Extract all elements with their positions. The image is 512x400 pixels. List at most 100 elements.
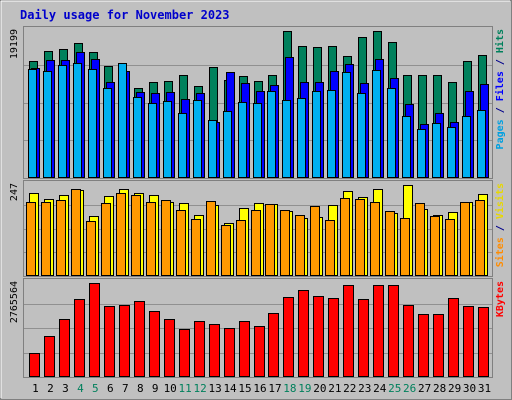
bar-kbytes [239, 321, 250, 377]
bar-sites [116, 193, 126, 276]
x-tick-label: 7 [122, 382, 129, 395]
chart-panels: 19199 Pages / Files / Hits 247 Sites / Visi… [9, 26, 506, 378]
bar-pages [342, 72, 351, 178]
bar-pages [238, 102, 247, 178]
bar-sites [41, 202, 51, 276]
bar-kbytes [478, 307, 489, 377]
x-tick-label: 22 [343, 382, 356, 395]
bar-pages [133, 97, 142, 178]
x-tick-label: 29 [448, 382, 461, 395]
bar-pages [88, 69, 97, 178]
bar-kbytes [358, 299, 369, 377]
x-tick-label: 10 [164, 382, 177, 395]
bar-kbytes [224, 328, 235, 377]
legend-entry: Visits [494, 183, 506, 219]
bar-pages [73, 63, 82, 178]
bar-pages [387, 88, 396, 178]
legend-entry: Pages [495, 119, 506, 149]
bar-sites [251, 210, 261, 276]
x-tick-label: 20 [313, 382, 326, 395]
bar-kbytes [403, 305, 414, 377]
legend-entry: KBytes [495, 281, 506, 317]
bar-kbytes [313, 296, 324, 377]
bar-pages [193, 100, 202, 178]
bar-pages [282, 100, 291, 178]
x-tick-label: 28 [433, 382, 446, 395]
x-tick-label: 26 [403, 382, 416, 395]
x-tick-label: 3 [62, 382, 69, 395]
bar-sites [280, 210, 290, 276]
x-axis-tick-labels: 1 2 3 4 5 6 7 8 9 10 11 12 13 14 15 16 17 18 19 20 21 22 23 24 2… [32, 382, 491, 395]
x-tick-label: 14 [223, 382, 237, 395]
bar-pages [297, 98, 306, 178]
bar-sites [26, 202, 36, 276]
bar-kbytes [343, 285, 354, 377]
bar-pages [267, 91, 276, 178]
legend-entry: Sites [494, 237, 506, 267]
panel-legend: KBytes [495, 281, 506, 317]
bar-sites [71, 189, 81, 276]
bar-pages [148, 103, 157, 178]
bar-sites [460, 202, 470, 276]
bar-kbytes [164, 319, 175, 377]
bar-sites [146, 202, 156, 276]
bar-kbytes [418, 314, 429, 377]
x-tick-label: 15 [238, 382, 251, 395]
bar-pages [327, 90, 336, 178]
x-tick-label: 2 [47, 382, 54, 395]
bar-kbytes [463, 306, 474, 377]
x-tick-label: 21 [328, 382, 341, 395]
bar-sites [56, 200, 66, 276]
bar-kbytes [448, 298, 459, 377]
bar-kbytes [29, 353, 40, 377]
bar-sites [265, 204, 275, 276]
x-tick-label: 11 [179, 382, 192, 395]
bar-kbytes [194, 321, 205, 377]
bar-sites [370, 202, 380, 276]
y-axis-max-label: 2765564 [9, 281, 20, 323]
bar-pages [103, 88, 112, 178]
bar-sites [415, 203, 425, 276]
x-tick-label: 25 [388, 382, 401, 395]
bar-sites [221, 225, 231, 276]
x-tick-label: 16 [253, 382, 266, 395]
bar-kbytes [89, 283, 100, 377]
bar-kbytes [134, 301, 145, 377]
bar-pages [43, 71, 52, 178]
legend-entry: / [495, 101, 506, 119]
bar-pages [118, 63, 127, 178]
bar-kbytes [283, 297, 294, 377]
bar-kbytes [74, 299, 85, 377]
x-tick-label: 24 [373, 382, 387, 395]
bar-pages [402, 116, 411, 178]
bar-sites [176, 210, 186, 276]
bar-sites [430, 216, 440, 276]
bar-kbytes [119, 305, 130, 377]
kbytes-panel: 2765564 KBytes [9, 278, 506, 378]
bar-kbytes [179, 329, 190, 377]
bar-pages [372, 70, 381, 178]
bar-sites [325, 220, 335, 276]
bar-pages [432, 123, 441, 178]
chart-title: Daily usage for November 2023 [20, 8, 230, 22]
x-tick-label: 1 [32, 382, 39, 395]
bar-pages [163, 101, 172, 178]
x-tick-label: 9 [152, 382, 159, 395]
bar-pages [447, 127, 456, 178]
bar-pages [223, 111, 232, 178]
x-tick-label: 30 [463, 382, 476, 395]
legend-entry: / [495, 53, 506, 71]
bar-sites [310, 206, 320, 276]
bar-sites [295, 215, 305, 276]
bar-sites [400, 218, 410, 276]
bar-sites [101, 203, 111, 276]
hits-panel: 19199 Pages / Files / Hits [9, 26, 506, 179]
bar-pages [312, 91, 321, 178]
y-axis-max-label: 247 [9, 183, 20, 201]
x-tick-label: 31 [478, 382, 491, 395]
bar-kbytes [373, 285, 384, 377]
x-tick-label: 6 [107, 382, 114, 395]
x-tick-label: 23 [358, 382, 371, 395]
bar-kbytes [104, 306, 115, 377]
bar-sites [206, 201, 216, 276]
